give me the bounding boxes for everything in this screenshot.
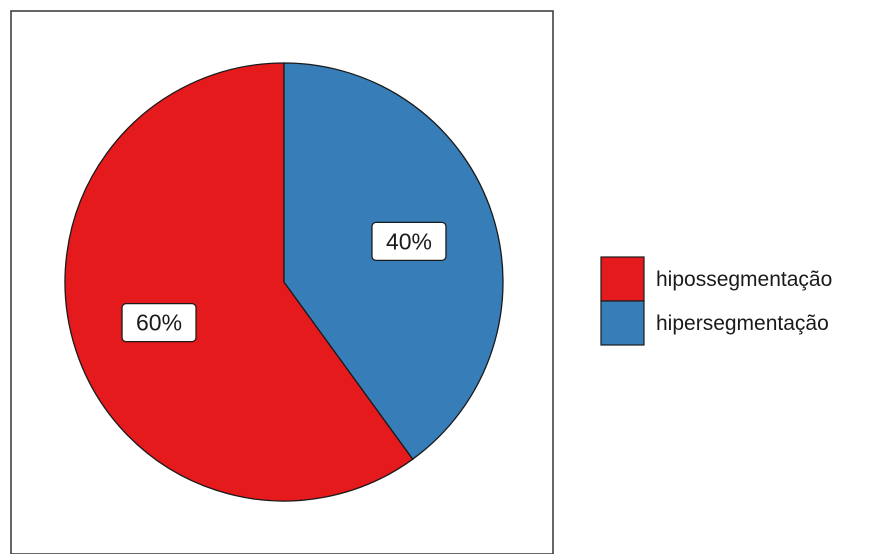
slice-labels: 60% 40% bbox=[121, 221, 447, 343]
slice-label-box bbox=[371, 221, 447, 262]
legend-label-hipossegmentacao: hipossegmentação bbox=[656, 268, 832, 291]
pie-slice-hipossegmentacao bbox=[64, 62, 414, 502]
slice-label-box bbox=[121, 302, 197, 343]
legend-swatch-hipersegmentacao bbox=[600, 300, 645, 346]
legend: hipossegmentação hipersegmentação bbox=[600, 256, 832, 346]
legend-swatch-hipossegmentacao bbox=[600, 256, 645, 302]
slice-label-text: 40% bbox=[386, 228, 432, 254]
pie-slice-hipersegmentacao bbox=[283, 62, 504, 461]
slice-label-hipersegmentacao: 40% bbox=[371, 221, 447, 262]
pie-slices bbox=[64, 62, 504, 502]
legend-label-hipersegmentacao: hipersegmentação bbox=[656, 312, 829, 335]
slice-label-hipossegmentacao: 60% bbox=[121, 302, 197, 343]
slice-label-text: 60% bbox=[136, 310, 182, 336]
